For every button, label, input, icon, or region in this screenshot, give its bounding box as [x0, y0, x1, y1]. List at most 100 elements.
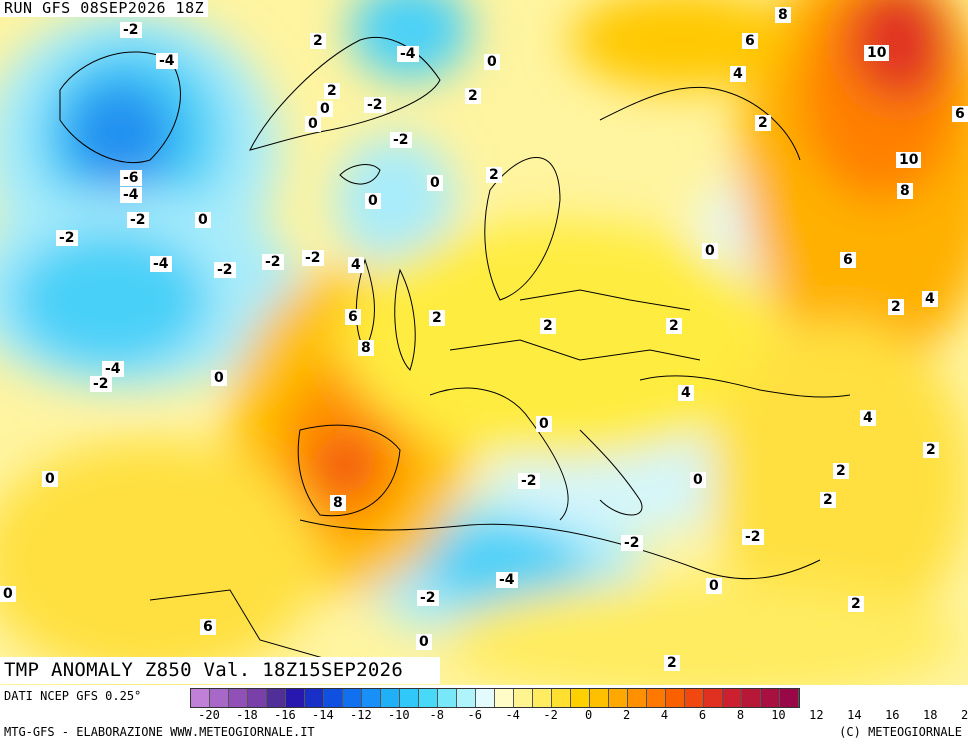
- color-swatch: [609, 689, 628, 707]
- isoline-label: -6: [120, 170, 142, 186]
- isoline-label: 6: [840, 252, 856, 268]
- isoline-label: 4: [860, 410, 876, 426]
- color-swatch: [476, 689, 495, 707]
- field-title: TMP ANOMALY Z850 Val. 18Z15SEP2026: [0, 657, 440, 684]
- color-scale-tick: 16: [885, 708, 900, 722]
- isoline-label: -4: [102, 361, 124, 377]
- isoline-label: -2: [518, 473, 540, 489]
- color-scale-labels: -20 -18 -16 -14 -12 -10 -8 -6 -4 -2 0 2 4 6 8 10 12 14 16 1…: [190, 708, 968, 722]
- color-swatch: [324, 689, 343, 707]
- color-scale-tick: 20: [961, 708, 968, 722]
- color-scale-tick: 6: [698, 708, 707, 722]
- temperature-anomaly-field: [0, 0, 968, 685]
- color-scale-tick: 12: [809, 708, 824, 722]
- isoline-label: 0: [690, 472, 706, 488]
- color-scale-tick: -12: [350, 708, 372, 722]
- isoline-label: -4: [120, 187, 142, 203]
- isoline-label: 0: [484, 54, 500, 70]
- isoline-label: -2: [90, 376, 112, 392]
- color-scale-tick: 4: [660, 708, 669, 722]
- credits-right: (C) METEOGIORNALE: [839, 725, 962, 739]
- isoline-label: -4: [150, 256, 172, 272]
- isoline-label: -2: [364, 97, 386, 113]
- isoline-label: 2: [833, 463, 849, 479]
- isoline-label: 0: [211, 370, 227, 386]
- isoline-label: 2: [310, 33, 326, 49]
- color-scale-tick: -14: [312, 708, 334, 722]
- isoline-label: 2: [848, 596, 864, 612]
- isoline-label: 0: [702, 243, 718, 259]
- color-swatch: [761, 689, 780, 707]
- color-scale-tick: 14: [847, 708, 862, 722]
- isoline-label: 6: [742, 33, 758, 49]
- isoline-label: 0: [305, 116, 321, 132]
- color-swatch: [381, 689, 400, 707]
- color-scale-tick: -20: [198, 708, 220, 722]
- isoline-label: -2: [262, 254, 284, 270]
- isoline-label: 4: [348, 257, 364, 273]
- isoline-label: 0: [427, 175, 443, 191]
- isoline-label: 0: [42, 471, 58, 487]
- color-swatch: [229, 689, 248, 707]
- isoline-label: -4: [496, 572, 518, 588]
- color-swatch: [628, 689, 647, 707]
- color-swatch: [305, 689, 324, 707]
- isoline-label: 0: [706, 578, 722, 594]
- color-scale-tick: 10: [771, 708, 786, 722]
- color-swatch: [419, 689, 438, 707]
- isoline-label: 2: [820, 492, 836, 508]
- isoline-label: -4: [397, 46, 419, 62]
- color-swatch: [438, 689, 457, 707]
- color-swatch: [666, 689, 685, 707]
- isoline-label: 10: [896, 152, 922, 168]
- color-scale-tick: -2: [543, 708, 558, 722]
- color-scale-tick: 8: [736, 708, 745, 722]
- color-swatch: [647, 689, 666, 707]
- isoline-label: -2: [127, 212, 149, 228]
- color-scale-tick: -16: [274, 708, 296, 722]
- weather-map: RUN GFS 08SEP2026 18Z -2 -4 2 -4 0 -2 2 …: [0, 0, 968, 685]
- isoline-label: 8: [358, 340, 374, 356]
- color-swatch: [533, 689, 552, 707]
- color-scale-tick: 18: [923, 708, 938, 722]
- isoline-label: 2: [486, 167, 502, 183]
- isoline-label: 2: [429, 310, 445, 326]
- isoline-label: 4: [678, 385, 694, 401]
- color-swatch: [590, 689, 609, 707]
- isoline-label: 2: [540, 318, 556, 334]
- color-swatch: [685, 689, 704, 707]
- legend-panel: DATI NCEP GFS 0.25° -20 -18 -16 -14 -12 -10 -8…: [0, 685, 968, 745]
- isoline-label: 2: [755, 115, 771, 131]
- data-source-label: DATI NCEP GFS 0.25°: [4, 689, 142, 703]
- color-swatch: [400, 689, 419, 707]
- color-swatch: [723, 689, 742, 707]
- isoline-label: -2: [742, 529, 764, 545]
- isoline-label: 8: [775, 7, 791, 23]
- color-swatch: [362, 689, 381, 707]
- isoline-label: 2: [465, 88, 481, 104]
- isoline-label: -2: [302, 250, 324, 266]
- color-scale-tick: 0: [584, 708, 593, 722]
- isoline-label: -2: [214, 262, 236, 278]
- color-scale: [190, 688, 800, 708]
- color-swatch: [571, 689, 590, 707]
- isoline-label: -2: [390, 132, 412, 148]
- isoline-label: 8: [330, 495, 346, 511]
- color-swatch: [286, 689, 305, 707]
- isoline-label: 0: [317, 101, 333, 117]
- isoline-label: 2: [666, 318, 682, 334]
- isoline-label: 10: [864, 45, 890, 61]
- color-swatch: [457, 689, 476, 707]
- color-swatch: [780, 689, 799, 707]
- isoline-label: -2: [417, 590, 439, 606]
- color-scale-tick: 2: [622, 708, 631, 722]
- color-swatch: [191, 689, 210, 707]
- color-swatch: [495, 689, 514, 707]
- run-label: RUN GFS 08SEP2026 18Z: [0, 0, 209, 17]
- isoline-label: 0: [536, 416, 552, 432]
- color-swatch: [514, 689, 533, 707]
- isoline-label: 6: [345, 309, 361, 325]
- color-swatch: [343, 689, 362, 707]
- isoline-label: 8: [897, 183, 913, 199]
- isoline-label: 2: [888, 299, 904, 315]
